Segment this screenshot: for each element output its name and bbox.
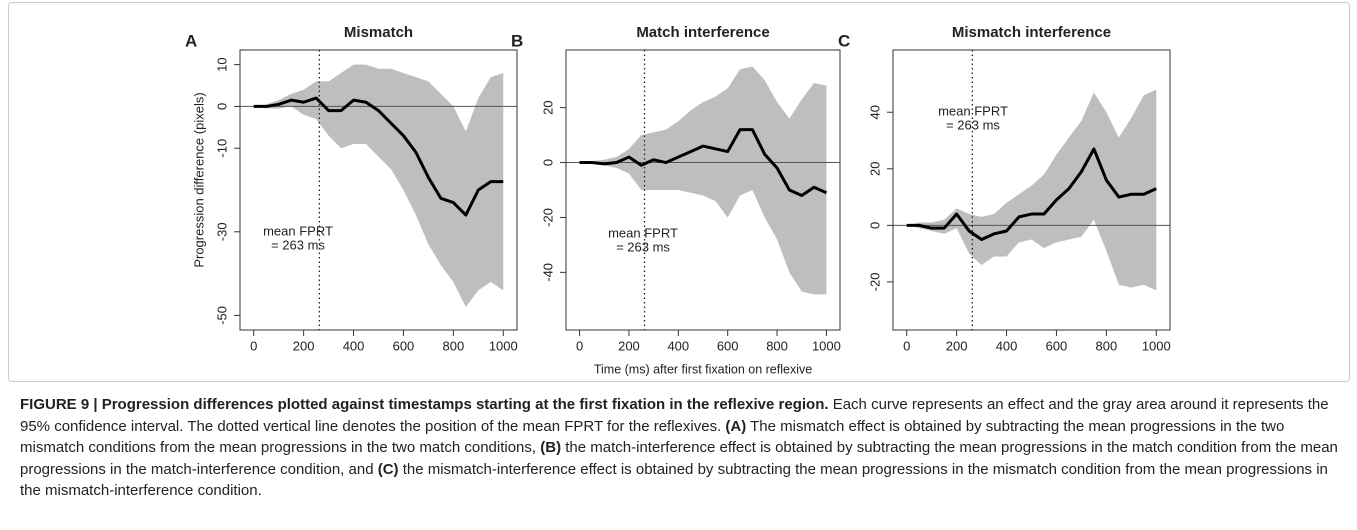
- x-axis-label: Time (ms) after first fixation on reflex…: [594, 362, 812, 376]
- caption-text: Each curve represents an effect and the …: [20, 396, 1333, 435]
- effect-line: [253, 96, 504, 217]
- caption-bold: (B): [540, 439, 562, 456]
- x-tick-label: 600: [1046, 338, 1068, 353]
- caption: FIGURE 9 | Progression differences plott…: [20, 394, 1345, 502]
- y-axis-label: Progression difference (pixels): [191, 92, 206, 267]
- caption-bold: (C): [377, 460, 399, 478]
- x-tick-label: 800: [766, 338, 788, 353]
- y-tick-label: -10: [214, 139, 229, 158]
- x-tick-label: 1000: [489, 338, 518, 353]
- x-tick-label: 400: [667, 338, 689, 353]
- y-tick-label: 0: [867, 222, 882, 229]
- x-tick-label: 800: [1096, 338, 1118, 353]
- y-tick-label: -30: [214, 222, 229, 241]
- x-tick-label: 0: [903, 338, 910, 353]
- y-tick-label: -40: [540, 263, 555, 282]
- effect-line: [906, 147, 1157, 241]
- effect-line: [579, 128, 828, 197]
- annotation: = 263 ms: [616, 239, 670, 254]
- x-tick-label: 0: [576, 338, 583, 353]
- plot-box: [892, 49, 1171, 331]
- y-tick-label: -20: [540, 208, 555, 227]
- annotation: = 263 ms: [271, 237, 325, 252]
- caption-text: the mismatch-interference effect is obta…: [20, 460, 1333, 500]
- x-tick-label: 0: [250, 338, 257, 353]
- x-tick-label: 600: [717, 338, 739, 353]
- y-tick-label: -50: [214, 306, 229, 325]
- annotation: mean FPRT: [608, 225, 678, 240]
- caption-text: The mismatch effect is obtained by subtr…: [20, 417, 1289, 457]
- panel-letter: A: [185, 31, 197, 50]
- panel-title: Mismatch interference: [952, 24, 1111, 41]
- figure: 0 200 400 600 800 1000-50-30-10010MismatchAme…: [185, 24, 1171, 376]
- caption-bold: (A): [725, 417, 747, 435]
- x-tick-label: 1000: [1142, 338, 1171, 353]
- plot-box: [239, 49, 518, 331]
- figure-frame: [8, 2, 1350, 382]
- x-tick-label: 200: [293, 338, 315, 353]
- caption-text: the match-interference effect is obtaine…: [20, 439, 1343, 478]
- x-tick-label: 200: [618, 338, 640, 353]
- y-tick-label: 20: [867, 162, 882, 176]
- x-tick-label: 800: [443, 338, 465, 353]
- x-tick-label: 1000: [812, 338, 841, 353]
- y-tick-label: -20: [867, 273, 882, 292]
- panel-title: Match interference: [636, 24, 769, 41]
- x-tick-label: 600: [393, 338, 415, 353]
- y-tick-label: 0: [540, 159, 555, 166]
- plot-box: [565, 49, 841, 331]
- confidence-band: [253, 64, 504, 308]
- confidence-band: [579, 66, 827, 295]
- panel-title: Mismatch: [344, 24, 413, 41]
- x-tick-label: 400: [996, 338, 1018, 353]
- y-tick-label: 10: [214, 57, 229, 71]
- y-tick-label: 40: [867, 105, 882, 119]
- panel-letter: C: [838, 31, 850, 50]
- confidence-band: [906, 89, 1157, 291]
- x-tick-label: 200: [946, 338, 968, 353]
- x-tick-label: 400: [343, 338, 365, 353]
- annotation: mean FPRT: [938, 103, 1008, 118]
- caption-bold: FIGURE 9 | Progression differences plott…: [20, 396, 829, 413]
- annotation: = 263 ms: [946, 117, 1000, 132]
- y-tick-label: 0: [214, 103, 229, 110]
- y-tick-label: 20: [540, 100, 555, 114]
- annotation: mean FPRT: [263, 223, 333, 238]
- panel-letter: B: [511, 31, 523, 50]
